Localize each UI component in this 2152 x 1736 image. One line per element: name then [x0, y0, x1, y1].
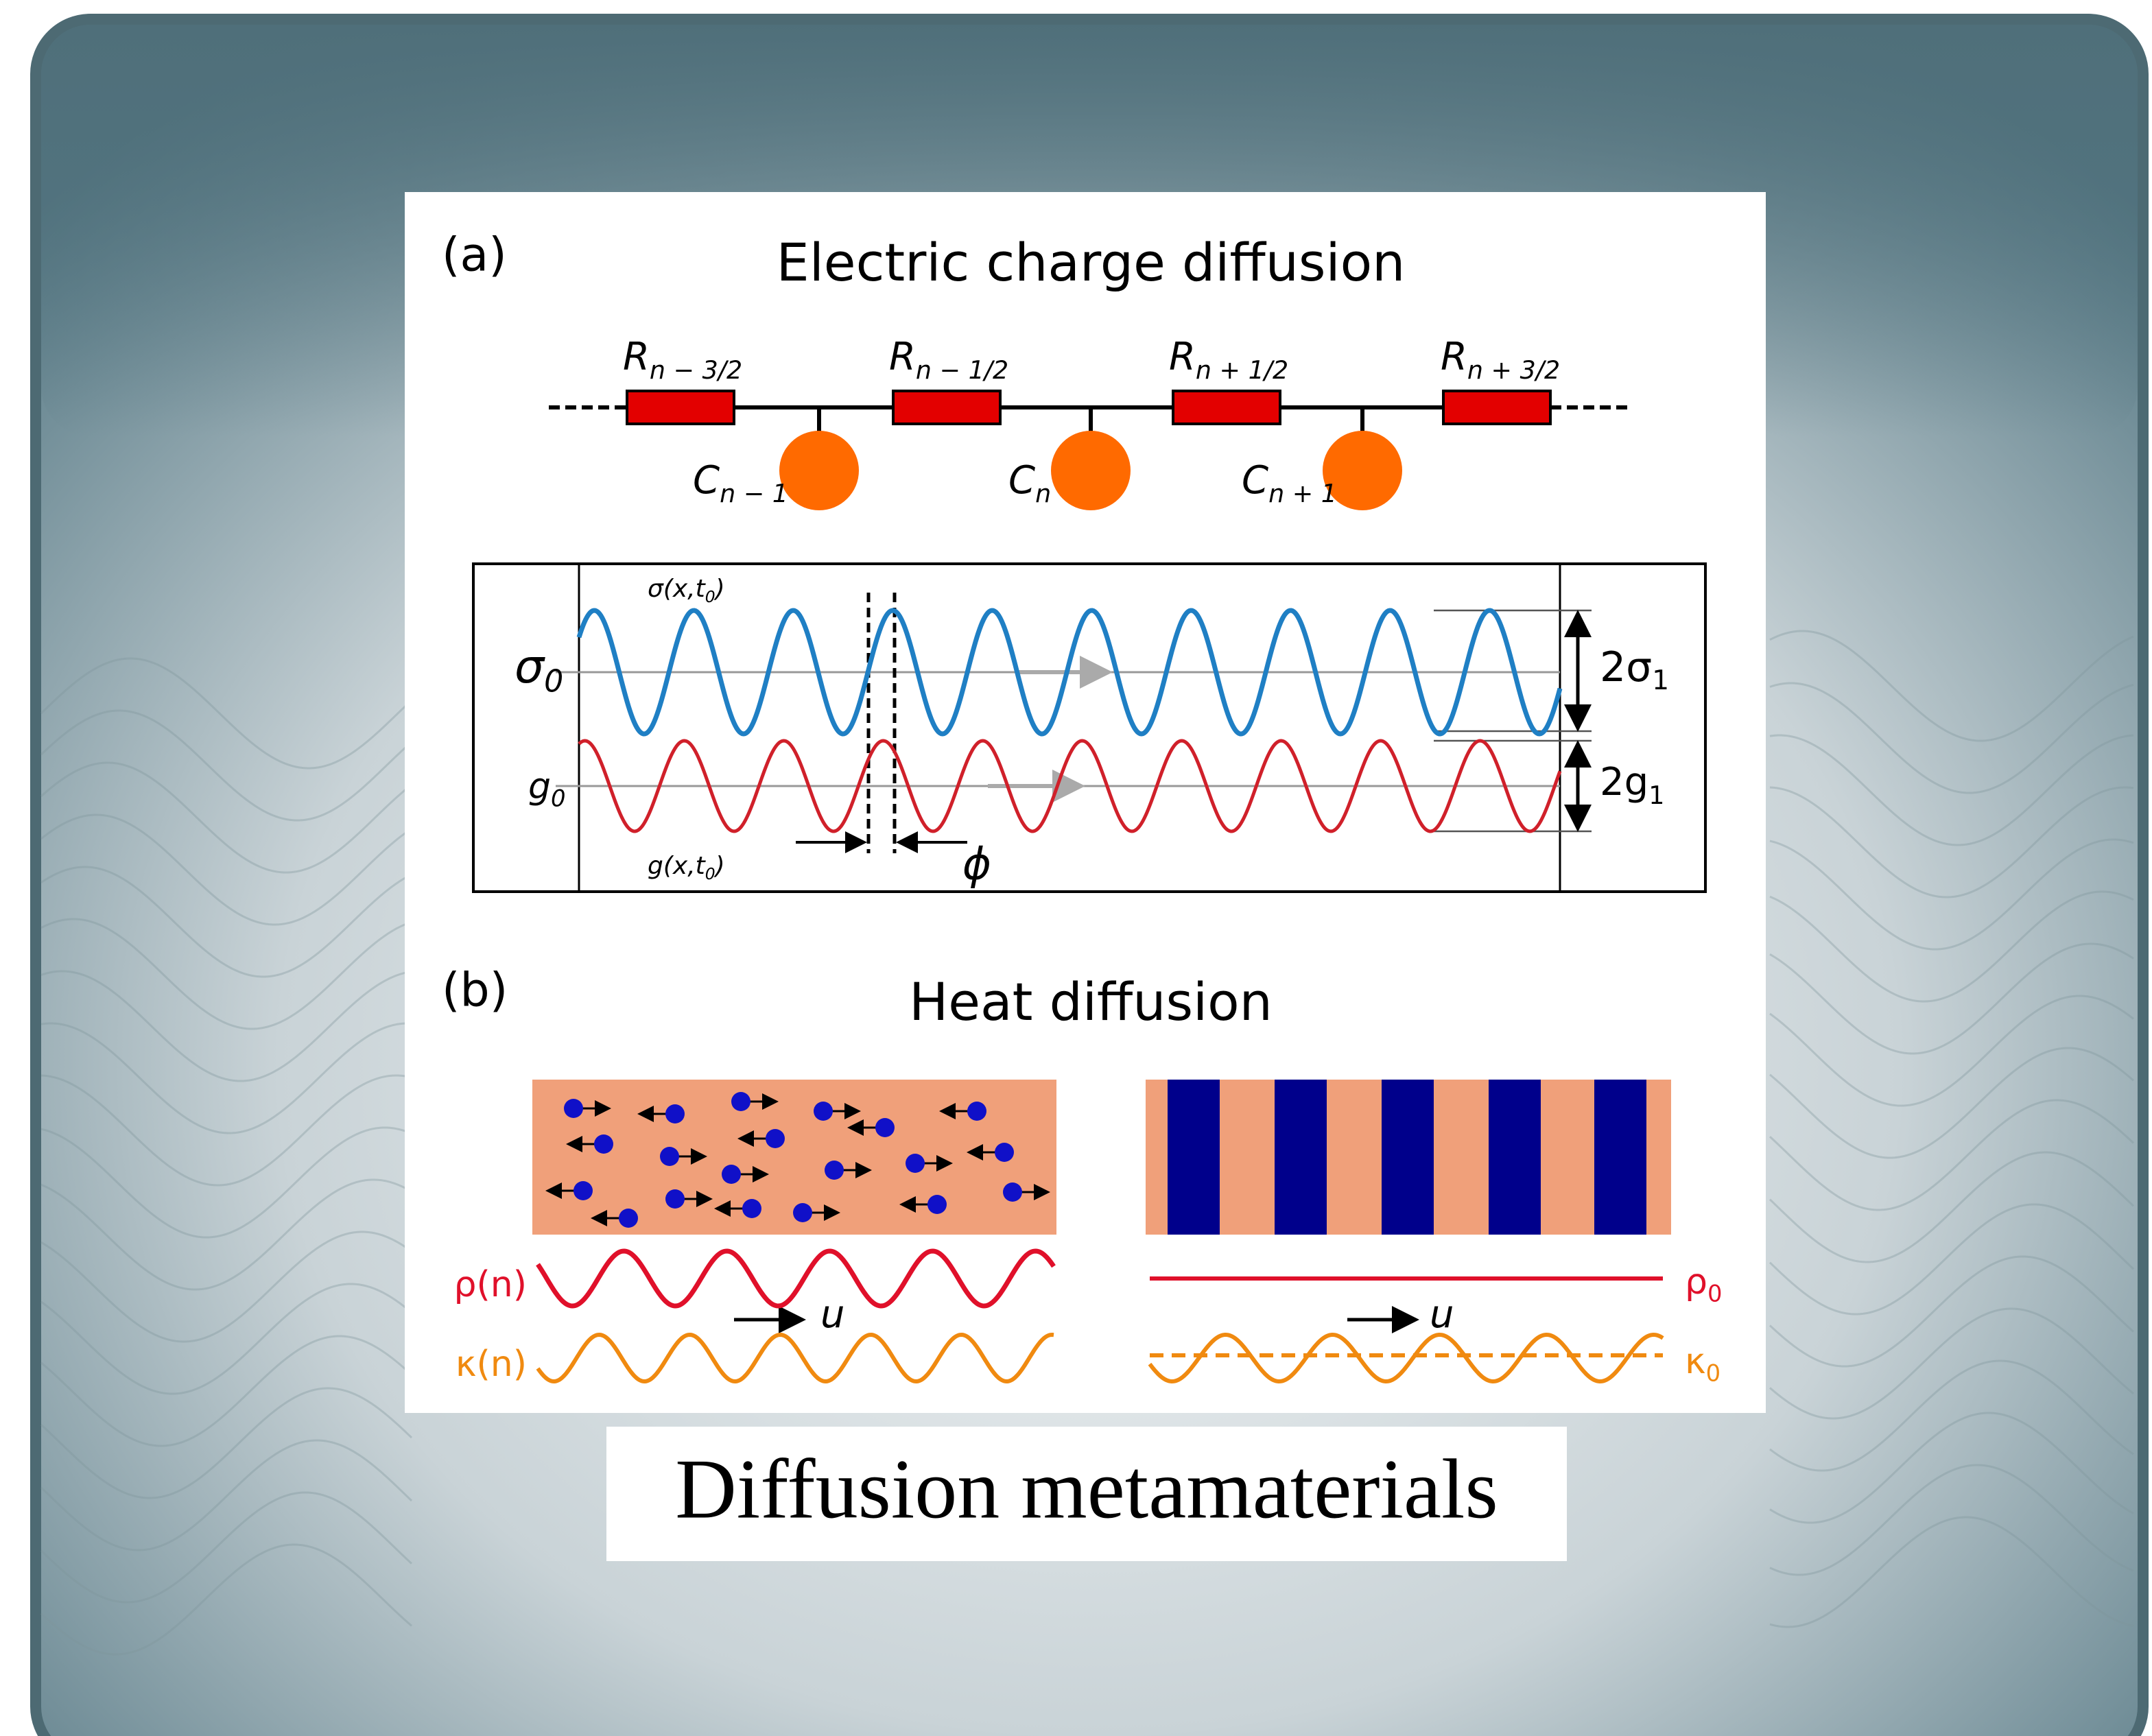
- panel-label: (b): [442, 964, 508, 1018]
- particle: [731, 1092, 750, 1111]
- panel-label: (a): [442, 228, 507, 283]
- particle: [665, 1189, 685, 1209]
- particle: [793, 1203, 812, 1222]
- subscript: 0: [705, 864, 716, 883]
- symbol: 2σ: [1600, 643, 1652, 691]
- stripe: [1168, 1080, 1220, 1235]
- symbol: 2g: [1600, 760, 1648, 805]
- symbol: g(x,t: [648, 852, 707, 880]
- symbol: ρ(n): [453, 1264, 527, 1305]
- symbol: ρ: [1685, 1261, 1707, 1303]
- particle: [594, 1134, 613, 1154]
- symbol: ): [713, 575, 725, 603]
- stripe: [1594, 1080, 1646, 1235]
- symbol: σ: [515, 640, 545, 694]
- symbol: R: [623, 335, 650, 379]
- subscript: n − 3/2: [650, 355, 742, 384]
- subscript: n − 1: [720, 478, 788, 508]
- stripe: [1275, 1080, 1327, 1235]
- symbol: R: [1169, 335, 1196, 379]
- resistor: [1443, 391, 1550, 424]
- particle: [995, 1143, 1014, 1162]
- particle: [875, 1118, 895, 1137]
- particle: [814, 1102, 833, 1121]
- capacitor: [1051, 431, 1131, 510]
- symbol: ): [713, 852, 725, 880]
- particle: [825, 1161, 844, 1180]
- symbol: g: [528, 766, 551, 807]
- panel-title: Heat diffusion: [909, 971, 1273, 1032]
- subscript: 0: [1707, 1280, 1723, 1307]
- subscript: n: [1035, 478, 1051, 508]
- symbol: C: [1008, 458, 1035, 503]
- symbol: σ(x,t: [648, 575, 707, 603]
- subscript: 0: [1706, 1359, 1721, 1386]
- subscript: 1: [1652, 665, 1669, 696]
- caption: Diffusion metamaterials: [675, 1442, 1498, 1536]
- particle: [927, 1195, 947, 1214]
- stripe: [1382, 1080, 1434, 1235]
- math-label: κ(n): [456, 1344, 527, 1385]
- subscript: 0: [544, 664, 563, 699]
- particle: [619, 1209, 638, 1228]
- subscript: n − 1/2: [916, 355, 1008, 384]
- particle: [665, 1104, 685, 1123]
- particle: [564, 1099, 583, 1118]
- symbol: κ(n): [456, 1344, 527, 1385]
- velocity-label: u: [1430, 1292, 1454, 1337]
- velocity-label: u: [820, 1292, 845, 1337]
- scene: Diffusion metamaterials (a) Electric cha…: [0, 0, 2152, 1736]
- subscript: 1: [1648, 780, 1664, 809]
- resistor: [1173, 391, 1280, 424]
- particle: [660, 1147, 679, 1166]
- symbol: C: [693, 458, 720, 503]
- subscript: 0: [551, 785, 566, 811]
- subscript: n + 1: [1268, 478, 1337, 508]
- particle: [742, 1199, 761, 1218]
- particle: [906, 1154, 925, 1173]
- particle: [766, 1129, 785, 1148]
- capacitor: [779, 431, 859, 510]
- page: Diffusion metamaterials (a) Electric cha…: [0, 0, 2152, 1736]
- subscript: n + 3/2: [1467, 355, 1560, 384]
- particle: [574, 1181, 593, 1200]
- particle: [967, 1102, 986, 1121]
- symbol: κ: [1685, 1341, 1706, 1382]
- phase-label: ϕ: [962, 840, 991, 890]
- math-label: ρ(n): [453, 1264, 527, 1305]
- symbol: C: [1242, 458, 1268, 503]
- resistor: [627, 391, 734, 424]
- particle: [1003, 1182, 1022, 1202]
- particle: [722, 1165, 741, 1184]
- resistor: [893, 391, 1000, 424]
- stripe: [1489, 1080, 1541, 1235]
- symbol: R: [1441, 335, 1467, 379]
- symbol: R: [889, 335, 916, 379]
- subscript: 0: [705, 586, 716, 606]
- subscript: n + 1/2: [1196, 355, 1288, 384]
- panel-title: Electric charge diffusion: [777, 232, 1406, 293]
